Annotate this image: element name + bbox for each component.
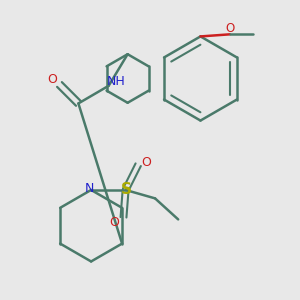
Text: S: S xyxy=(121,182,132,197)
Text: N: N xyxy=(85,182,94,195)
Text: O: O xyxy=(109,216,119,229)
Text: O: O xyxy=(226,22,235,35)
Text: O: O xyxy=(47,73,57,86)
Text: NH: NH xyxy=(107,75,126,88)
Text: O: O xyxy=(142,156,152,169)
